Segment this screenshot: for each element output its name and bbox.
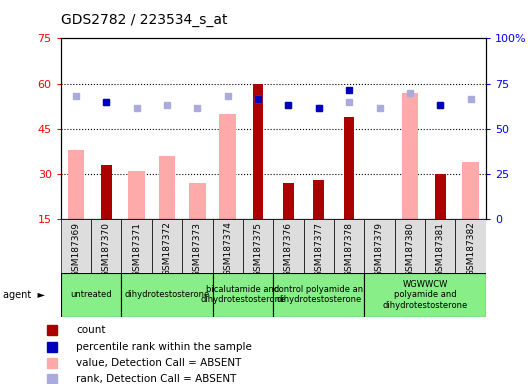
Text: bicalutamide and
dihydrotestosterone: bicalutamide and dihydrotestosterone [200, 285, 286, 305]
Text: GSM187382: GSM187382 [466, 222, 475, 276]
Text: dihydrotestosterone: dihydrotestosterone [125, 290, 210, 299]
Bar [364, 219, 395, 273]
Text: GSM187377: GSM187377 [314, 222, 323, 276]
Bar [219, 114, 236, 219]
Text: GSM187369: GSM187369 [71, 222, 80, 276]
Bar [253, 84, 263, 219]
Bar [344, 117, 354, 219]
Bar [435, 174, 446, 219]
Text: percentile rank within the sample: percentile rank within the sample [76, 342, 252, 352]
Bar [314, 180, 324, 219]
Text: value, Detection Call = ABSENT: value, Detection Call = ABSENT [76, 358, 242, 368]
Text: GSM187372: GSM187372 [163, 222, 172, 276]
Text: GSM187379: GSM187379 [375, 222, 384, 276]
Bar [61, 219, 91, 273]
Bar [61, 273, 121, 317]
Text: GSM187381: GSM187381 [436, 222, 445, 276]
Bar [152, 219, 182, 273]
Bar [121, 273, 212, 317]
Bar [304, 219, 334, 273]
Bar [425, 219, 455, 273]
Bar [101, 165, 111, 219]
Bar [68, 150, 84, 219]
Bar [462, 162, 479, 219]
Text: GSM187371: GSM187371 [132, 222, 141, 276]
Bar [212, 219, 243, 273]
Bar [158, 156, 175, 219]
Bar [283, 183, 294, 219]
Text: GSM187370: GSM187370 [102, 222, 111, 276]
Text: GSM187373: GSM187373 [193, 222, 202, 276]
Bar [401, 93, 418, 219]
Bar [128, 171, 145, 219]
Bar [274, 273, 364, 317]
Text: GSM187375: GSM187375 [253, 222, 262, 276]
Text: GDS2782 / 223534_s_at: GDS2782 / 223534_s_at [61, 13, 227, 27]
Text: GSM187378: GSM187378 [345, 222, 354, 276]
Text: GSM187376: GSM187376 [284, 222, 293, 276]
Bar [455, 219, 486, 273]
Bar [91, 219, 121, 273]
Bar [274, 219, 304, 273]
Bar [182, 219, 212, 273]
Bar [243, 219, 274, 273]
Bar [121, 219, 152, 273]
Text: untreated: untreated [70, 290, 112, 299]
Text: GSM187380: GSM187380 [406, 222, 414, 276]
Text: GSM187374: GSM187374 [223, 222, 232, 276]
Bar [394, 219, 425, 273]
Bar [212, 273, 274, 317]
Text: rank, Detection Call = ABSENT: rank, Detection Call = ABSENT [76, 374, 237, 384]
Bar [364, 273, 486, 317]
Text: WGWWCW
polyamide and
dihydrotestosterone: WGWWCW polyamide and dihydrotestosterone [382, 280, 468, 310]
Text: agent  ►: agent ► [3, 290, 45, 300]
Bar [189, 183, 206, 219]
Bar [334, 219, 364, 273]
Text: control polyamide an
dihydrotestosterone: control polyamide an dihydrotestosterone [274, 285, 363, 305]
Text: count: count [76, 326, 106, 336]
